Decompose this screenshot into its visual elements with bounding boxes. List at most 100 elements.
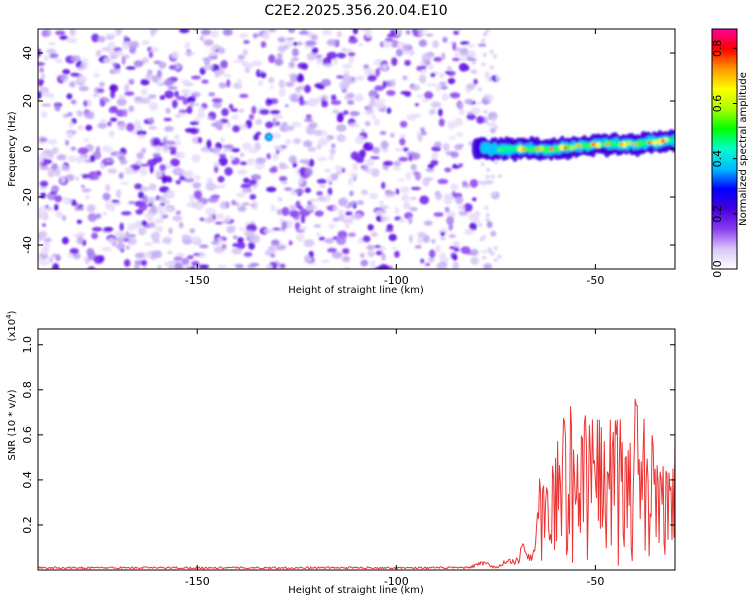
spectrogram-cell <box>120 181 129 186</box>
spectrogram-cell <box>478 87 483 92</box>
spectrogram-cell <box>328 223 336 230</box>
spectrogram-cell <box>449 41 454 45</box>
spectrogram-cell <box>273 144 282 151</box>
spectrogram-cell <box>78 85 89 92</box>
spectrogram-cell <box>207 116 213 120</box>
spectrogram-cell <box>40 73 46 79</box>
spectrogram-cell <box>163 117 172 122</box>
spectrogram-cell <box>439 257 450 262</box>
spectrogram-cell <box>92 93 100 98</box>
spectrogram-cell <box>252 200 258 206</box>
colorbar-tick-label: 0.0 <box>711 260 724 278</box>
spectrogram-cell <box>128 105 135 113</box>
spectrogram-cell <box>38 230 48 238</box>
spectrogram-cell <box>76 155 83 164</box>
spectrogram-cell <box>41 30 49 37</box>
spectrogram-cell <box>278 175 288 182</box>
spectrogram-cell <box>124 91 135 96</box>
spectrogram-cell <box>175 180 181 185</box>
spectrogram-cell <box>276 52 283 60</box>
spectrogram-cell <box>87 251 97 261</box>
spectrogram-cell <box>193 190 203 200</box>
signal-peak <box>591 142 596 147</box>
spectrogram-cell <box>299 208 311 217</box>
spectrogram-cell <box>373 118 381 126</box>
spectrogram-cell <box>104 159 114 163</box>
spectrogram-cell <box>395 188 400 195</box>
spectrogram-cell <box>296 89 301 99</box>
spectrogram-cell <box>442 143 450 151</box>
spectrogram-cell <box>85 124 93 131</box>
spectrogram-cell <box>84 111 95 119</box>
spectrogram-cell <box>455 132 464 137</box>
spectrogram-cell <box>412 29 418 34</box>
spectrogram-cell <box>485 174 490 179</box>
spectrogram-cell <box>181 234 191 241</box>
spectrogram-cell <box>83 138 90 142</box>
spectrogram-cell <box>180 79 191 85</box>
spectrogram-cell <box>395 29 403 36</box>
spectrogram-cell <box>41 246 50 254</box>
spectrogram-cell <box>277 197 283 202</box>
spectrogram-cell <box>405 29 411 35</box>
spectrogram-cell <box>128 234 136 238</box>
spectrogram-cell <box>115 29 122 36</box>
spectrogram-cell <box>183 170 194 180</box>
spectrogram-cell <box>299 159 310 164</box>
spectrogram-cell <box>159 186 170 193</box>
spectrogram-cell <box>408 215 413 225</box>
spectrogram-cell <box>370 260 376 269</box>
spectrogram-cell <box>336 31 342 38</box>
spectrogram-cell <box>268 76 275 84</box>
spectrogram-cell <box>311 47 319 54</box>
spectrogram-cell <box>435 244 441 253</box>
spectrogram-cell <box>326 38 338 46</box>
spectrogram-cell <box>109 203 116 212</box>
spectrogram-cell <box>344 221 350 230</box>
spectrogram-cell <box>162 236 172 245</box>
spectrogram-cells <box>38 29 502 269</box>
spectrogram-cell <box>295 233 305 242</box>
spectrogram-cell <box>268 246 278 253</box>
spectrogram-cell <box>169 149 177 155</box>
spectrogram-cell <box>70 72 80 77</box>
spectrogram-cell <box>241 202 251 206</box>
spectrogram-cell <box>238 227 246 231</box>
spectrogram-cell <box>60 164 69 171</box>
spectrogram-cell <box>406 171 412 181</box>
spectrogram-cell <box>194 201 202 210</box>
spectrogram-cell <box>164 125 174 132</box>
spectrogram-cell <box>281 180 288 185</box>
spectrogram-cell <box>127 237 137 245</box>
spectrogram-cell <box>270 110 281 115</box>
spectrogram-cell <box>418 39 428 47</box>
spectrogram-cell <box>391 246 397 250</box>
spectrogram-cell <box>92 73 100 78</box>
spectrogram-cell <box>289 204 297 212</box>
spectrogram-cell <box>484 71 491 80</box>
spectrogram-cell <box>435 193 443 201</box>
spectrogram-cell <box>291 48 299 57</box>
spectrogram-cell <box>107 168 118 174</box>
signal-cell <box>569 145 576 151</box>
spectrogram-cell <box>348 173 359 177</box>
spectrogram-cell <box>423 220 433 226</box>
spectrogram-cell <box>431 145 441 152</box>
spectrogram-cell <box>191 153 201 163</box>
spectrogram-cell <box>364 159 375 167</box>
spectrogram-cell <box>386 89 396 96</box>
spectrogram-cell <box>440 85 448 90</box>
spectrogram-cell <box>355 93 363 102</box>
spectrogram-cell <box>158 61 167 69</box>
y-tick-label: -40 <box>21 236 34 254</box>
spectrogram-cell <box>66 93 73 100</box>
spectrogram-cell <box>417 231 426 238</box>
spectrogram-cell <box>361 189 369 195</box>
spectrogram-cell <box>76 74 87 84</box>
spectrogram-cell <box>279 44 286 53</box>
spectrogram-cell <box>290 57 300 62</box>
spectrogram-cell <box>228 103 234 110</box>
spectrogram-cell <box>99 81 105 88</box>
spectrogram-cell <box>343 110 349 115</box>
